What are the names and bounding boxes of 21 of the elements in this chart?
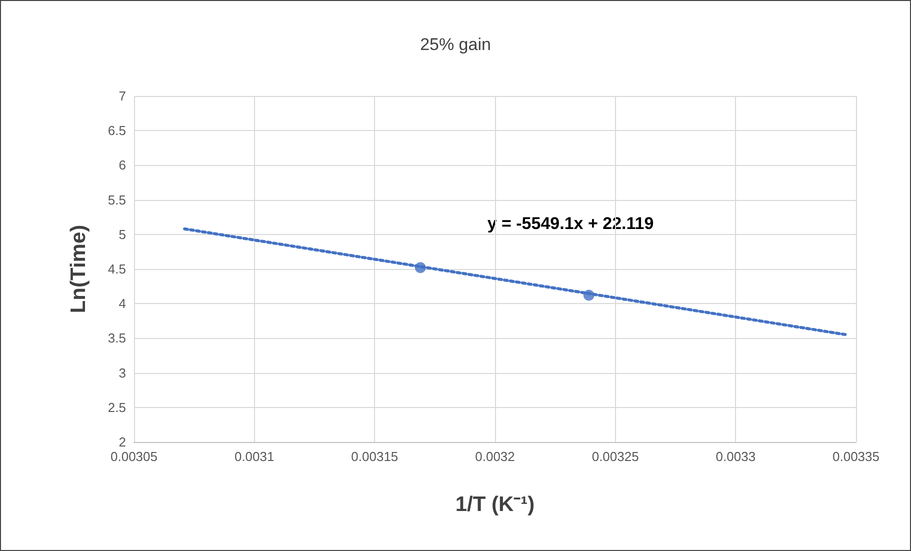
y-tick-label: 7 <box>118 88 126 104</box>
x-tick-label: 0.0032 <box>475 449 515 464</box>
x-tick-label: 0.00335 <box>832 449 880 464</box>
chart-title: 25% gain <box>420 35 491 54</box>
y-tick-label: 4 <box>118 296 126 312</box>
x-tick-label: 0.0033 <box>716 449 756 464</box>
y-axis-title: Ln(Time) <box>67 224 90 314</box>
x-tick-label: 0.00315 <box>351 449 398 464</box>
y-tick-label: 5.5 <box>108 192 126 208</box>
x-tick-label: 0.00325 <box>592 449 639 464</box>
y-tick-label: 6 <box>118 158 126 173</box>
x-tick-label: 0.00305 <box>110 449 158 464</box>
y-tick-label: 3.5 <box>108 330 126 346</box>
y-tick-label: 2.5 <box>108 400 126 415</box>
y-tick-label: 5 <box>118 226 126 242</box>
y-tick-label: 2 <box>118 434 126 450</box>
y-tick-label: 6.5 <box>108 123 126 138</box>
x-tick-label: 0.0031 <box>234 449 274 464</box>
y-tick-label: 4.5 <box>108 262 126 276</box>
x-axis-title: 1/T (K⁻¹) <box>455 493 535 516</box>
y-tick-label: 3 <box>118 365 126 380</box>
